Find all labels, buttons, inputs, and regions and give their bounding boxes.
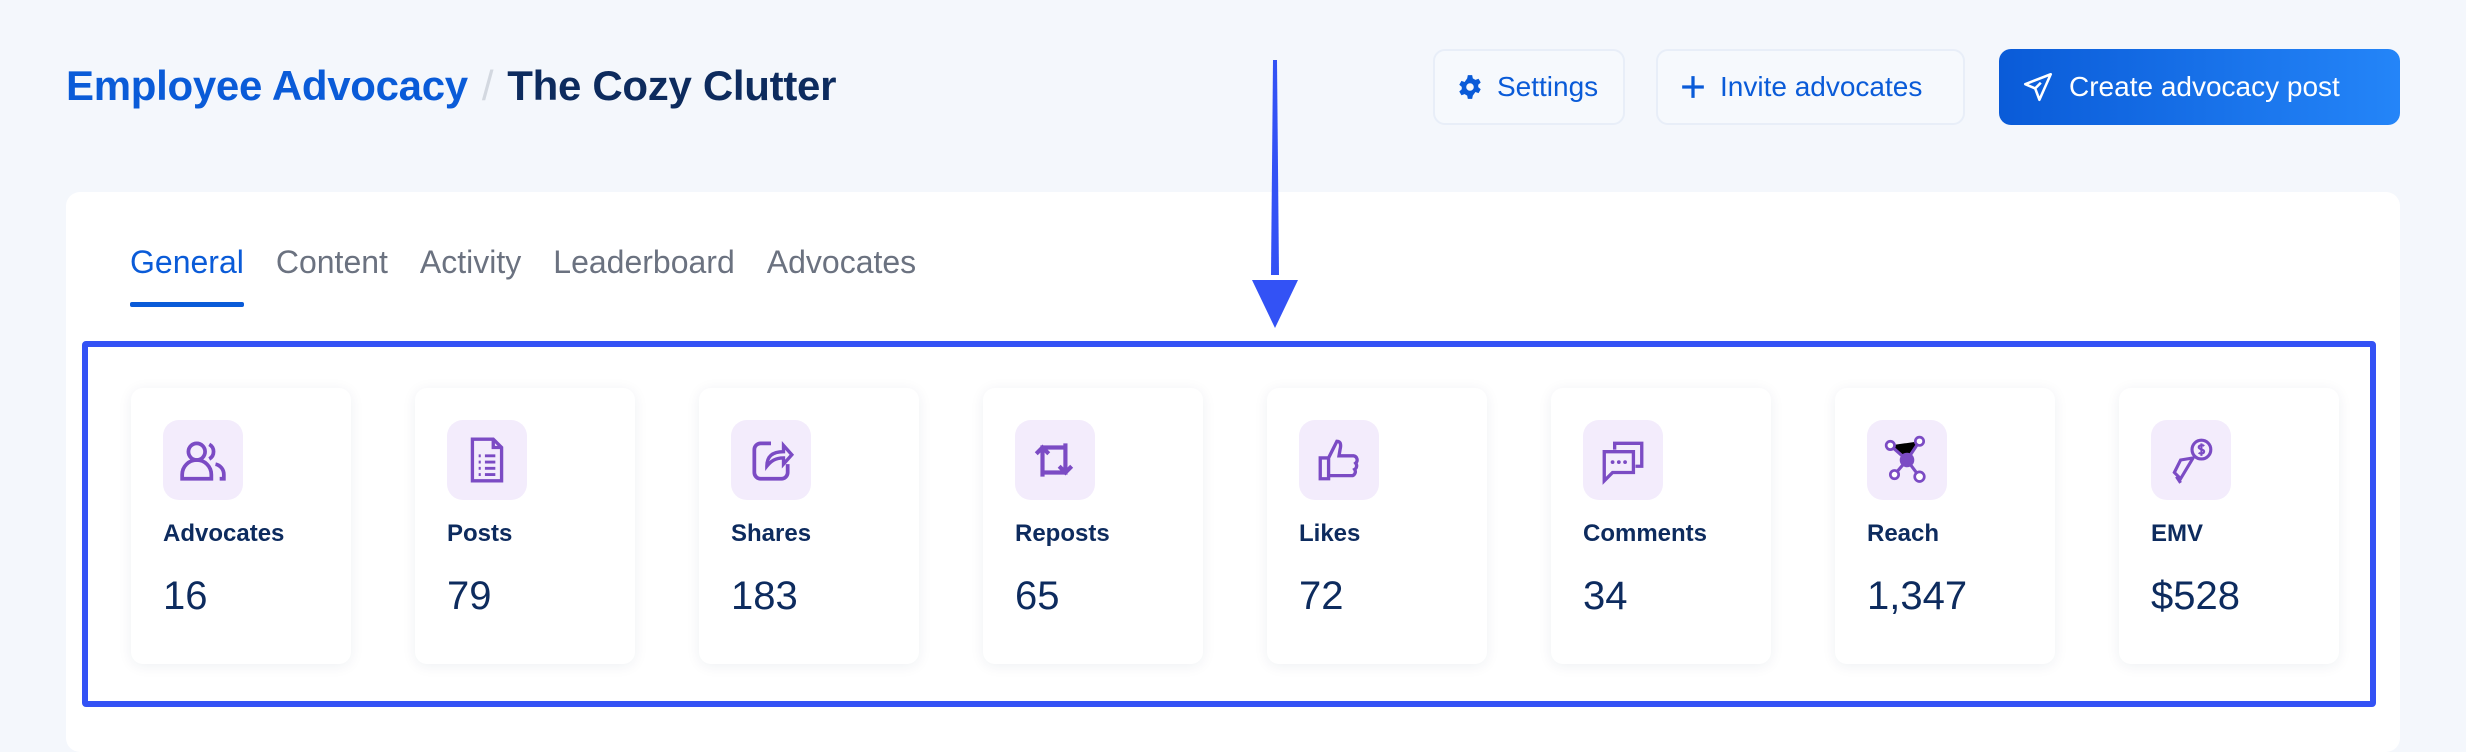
stat-value: 65 [1015, 574, 1060, 618]
plus-icon [1682, 76, 1704, 98]
thumbs-up-icon [1318, 439, 1359, 481]
stat-card-reach: Reach 1,347 [1835, 388, 2055, 664]
stat-label: Shares [731, 520, 812, 547]
network-icon [1884, 435, 1926, 483]
invite-advocates-button[interactable]: Invite advocates [1656, 49, 1965, 125]
stat-label: EMV [2151, 520, 2204, 547]
tab-activity[interactable]: Activity [419, 244, 522, 280]
stat-label: Reposts [1015, 520, 1110, 547]
icon-badge [2151, 420, 2231, 500]
stat-value: 79 [447, 574, 492, 618]
breadcrumb-separator: / [481, 62, 494, 109]
stat-value: 34 [1583, 574, 1628, 618]
stat-label: Likes [1299, 520, 1361, 547]
stat-card-emv: EMV $528 [2119, 388, 2339, 664]
megaphone-dollar-icon [2172, 438, 2213, 484]
stat-card-posts: Posts 79 [415, 388, 635, 664]
stat-value: 16 [163, 574, 208, 618]
tab-advocates[interactable]: Advocates [766, 244, 917, 280]
page-title: The Cozy Clutter [507, 62, 837, 109]
gear-icon [1459, 75, 1481, 99]
share-icon [752, 441, 795, 481]
icon-badge [1299, 420, 1379, 500]
send-icon [2023, 72, 2053, 102]
icon-badge [447, 420, 527, 500]
tab-content[interactable]: Content [275, 244, 388, 280]
stat-card-advocates: Advocates 16 [131, 388, 351, 664]
create-advocacy-post-button[interactable]: Create advocacy post [1999, 49, 2400, 125]
tab-bar: General Content Activity Leaderboard Adv… [130, 244, 917, 307]
document-icon [470, 437, 504, 483]
stat-value: $528 [2151, 574, 2240, 618]
breadcrumb-parent[interactable]: Employee Advocacy [66, 62, 468, 109]
invite-label: Invite advocates [1720, 71, 1923, 102]
icon-badge [731, 420, 811, 500]
stat-label: Advocates [163, 520, 285, 547]
stats-highlight-box [82, 341, 2376, 707]
stat-value: 183 [731, 574, 798, 618]
stat-card-reposts: Reposts 65 [983, 388, 1203, 664]
repost-icon [1034, 443, 1074, 477]
settings-label: Settings [1497, 71, 1599, 102]
tab-leaderboard[interactable]: Leaderboard [553, 244, 735, 280]
stat-label: Posts [447, 520, 513, 547]
stat-card-likes: Likes 72 [1267, 388, 1487, 664]
stat-label: Comments [1583, 520, 1708, 547]
comments-icon [1602, 441, 1644, 485]
users-icon [180, 441, 226, 481]
icon-badge [1015, 420, 1095, 500]
icon-badge [1867, 420, 1947, 500]
annotation-arrow [1252, 60, 1298, 328]
stat-label: Reach [1867, 520, 1940, 547]
tab-general[interactable]: General [130, 244, 244, 307]
create-label: Create advocacy post [2069, 71, 2340, 102]
icon-badge [163, 420, 243, 500]
stat-card-shares: Shares 183 [699, 388, 919, 664]
stat-value: 72 [1299, 574, 1344, 618]
stat-value: 1,347 [1867, 574, 1968, 618]
stat-card-comments: Comments 34 [1551, 388, 1771, 664]
breadcrumb: Employee Advocacy / The Cozy Clutter [66, 62, 836, 110]
settings-button[interactable]: Settings [1433, 49, 1625, 125]
icon-badge [1583, 420, 1663, 500]
